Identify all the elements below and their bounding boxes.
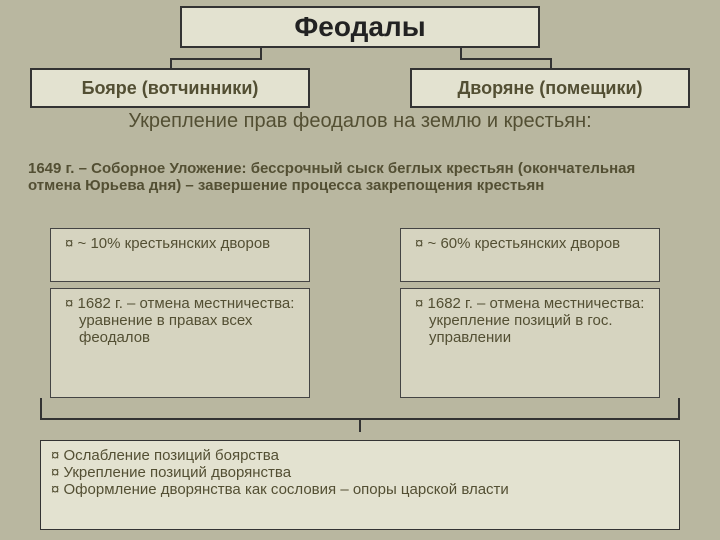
sub-box-boyare: Бояре (вотчинники) xyxy=(30,68,310,108)
connector xyxy=(170,58,262,60)
info-box-dvoryane-1682: ¤ 1682 г. – отмена местничества: укрепле… xyxy=(400,288,660,398)
connector xyxy=(260,48,262,58)
bracket xyxy=(350,418,370,420)
bracket xyxy=(370,418,680,420)
bullet-icon: ¤ xyxy=(415,295,423,312)
bracket xyxy=(678,398,680,418)
conclusion-line: ¤ Укрепление позиций дворянства xyxy=(51,464,669,481)
bullet-icon: ¤ xyxy=(415,235,423,252)
conclusion-text: Оформление дворянства как сословия – опо… xyxy=(64,481,509,498)
bullet-icon: ¤ xyxy=(65,295,73,312)
paragraph-ulozhenie: 1649 г. – Соборное Уложение: бессрочный … xyxy=(28,160,692,194)
conclusion-line: ¤ Ослабление позиций боярства xyxy=(51,447,669,464)
bracket xyxy=(40,418,350,420)
sub-box-dvoryane: Дворяне (помещики) xyxy=(410,68,690,108)
bracket xyxy=(40,398,42,418)
connector xyxy=(460,48,462,58)
bullet-icon: ¤ xyxy=(51,464,59,481)
bullet-icon: ¤ xyxy=(65,235,73,252)
conclusion-text: Ослабление позиций боярства xyxy=(64,447,279,464)
title-box: Феодалы xyxy=(180,6,540,48)
conclusion-box: ¤ Ослабление позиций боярства ¤ Укреплен… xyxy=(40,440,680,530)
bullet-icon: ¤ xyxy=(51,481,59,498)
connector xyxy=(460,58,550,60)
info-text: 1682 г. – отмена местничества: укреплени… xyxy=(428,295,645,346)
conclusion-line: ¤ Оформление дворянства как сословия – о… xyxy=(51,481,669,498)
info-text: ~ 10% крестьянских дворов xyxy=(78,235,271,252)
info-box-dvoryane-share: ¤ ~ 60% крестьянских дворов xyxy=(400,228,660,282)
bullet-icon: ¤ xyxy=(51,447,59,464)
connector xyxy=(170,58,172,68)
conclusion-text: Укрепление позиций дворянства xyxy=(64,464,292,481)
info-box-boyare-1682: ¤ 1682 г. – отмена местничества: уравнен… xyxy=(50,288,310,398)
bracket xyxy=(359,418,361,432)
info-box-boyare-share: ¤ ~ 10% крестьянских дворов xyxy=(50,228,310,282)
info-text: ~ 60% крестьянских дворов xyxy=(428,235,621,252)
subheading: Укрепление прав феодалов на землю и крес… xyxy=(60,110,660,133)
connector xyxy=(550,58,552,68)
info-text: 1682 г. – отмена местничества: уравнение… xyxy=(78,295,295,346)
